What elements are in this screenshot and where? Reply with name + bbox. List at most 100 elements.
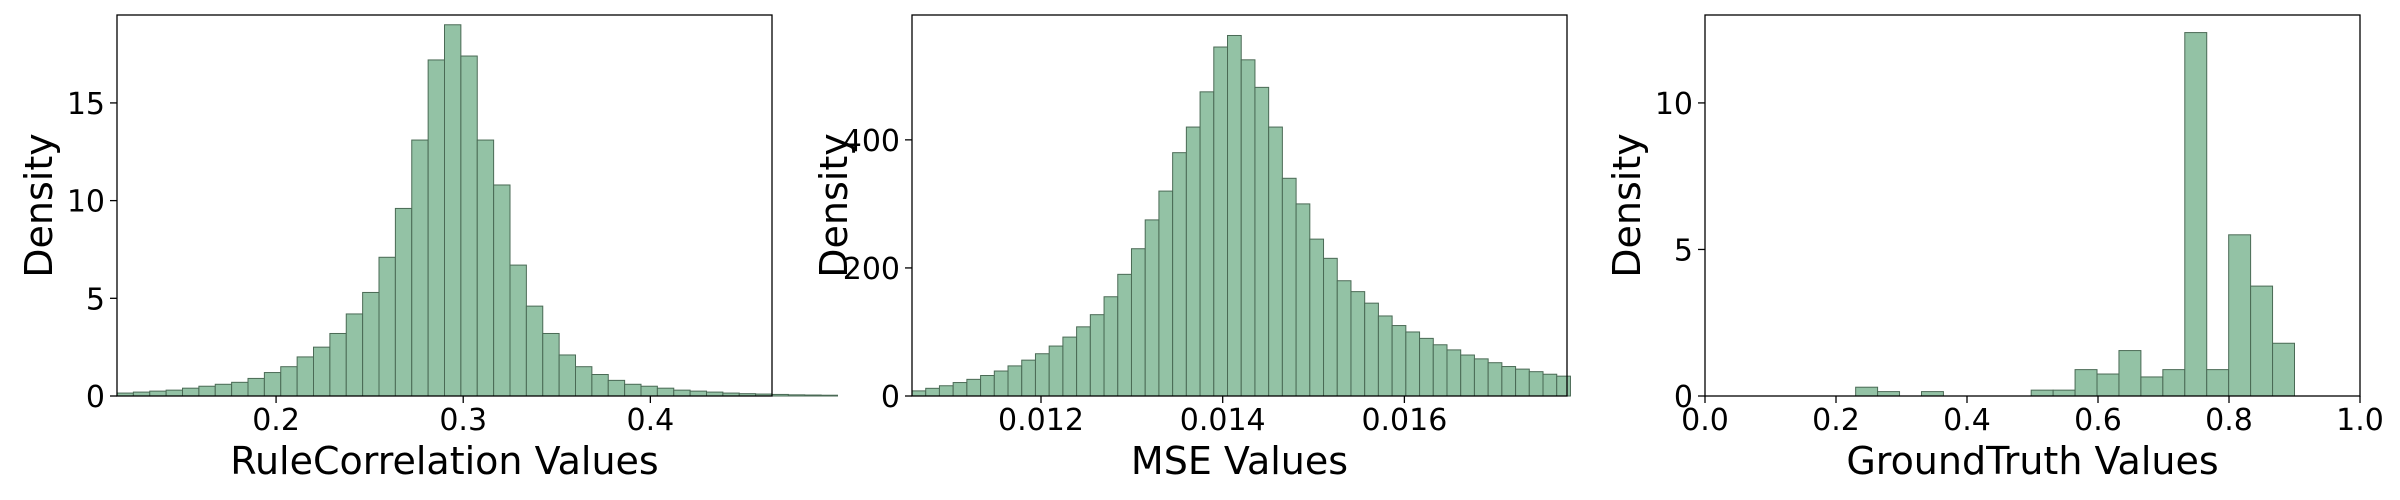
histogram-bar bbox=[1350, 291, 1366, 397]
histogram-bar bbox=[165, 389, 184, 397]
histogram-bar bbox=[444, 24, 462, 397]
histogram-bar bbox=[787, 394, 806, 397]
histogram-bar bbox=[313, 346, 331, 397]
x-tick-label: 0.8 bbox=[2205, 403, 2253, 438]
histogram-bar bbox=[296, 356, 315, 397]
x-axis-label: RuleCorrelation Values bbox=[230, 439, 658, 483]
x-tick-label: 0.2 bbox=[252, 403, 300, 438]
y-tick-label: 0 bbox=[1674, 380, 1693, 415]
histogram-bar bbox=[329, 332, 347, 397]
histogram-bar bbox=[198, 385, 216, 397]
histogram-bar bbox=[771, 393, 789, 397]
y-tick-label: 10 bbox=[67, 185, 105, 220]
x-tick-label: 0.4 bbox=[1943, 403, 1991, 438]
x-tick-label: 0.016 bbox=[1361, 403, 1447, 438]
histogram-bar bbox=[182, 387, 200, 397]
x-axis-label: GroundTruth Values bbox=[1846, 439, 2218, 483]
histogram-bar bbox=[1501, 366, 1517, 397]
histogram-bar bbox=[2162, 369, 2186, 397]
y-tick-label: 5 bbox=[86, 282, 105, 317]
histogram-bar bbox=[1268, 126, 1283, 397]
histogram-bar bbox=[476, 139, 495, 397]
histogram-bar bbox=[1281, 177, 1297, 397]
histogram-bar bbox=[378, 256, 396, 397]
histogram-bar bbox=[966, 378, 982, 397]
histogram-bars bbox=[911, 34, 1571, 397]
histogram-bar bbox=[362, 291, 380, 397]
histogram-bar bbox=[1172, 152, 1187, 397]
histogram-bar bbox=[1405, 331, 1421, 397]
histogram-bar bbox=[1460, 354, 1475, 397]
histogram-bar bbox=[640, 385, 658, 397]
x-axis-label: MSE Values bbox=[1131, 439, 1348, 483]
y-tick-label: 15 bbox=[67, 87, 105, 122]
histogram-bar bbox=[1364, 302, 1379, 397]
histogram-bar bbox=[2030, 389, 2054, 397]
histogram-bar bbox=[1062, 336, 1078, 397]
histogram-bar bbox=[1021, 359, 1036, 397]
plot-frame bbox=[911, 14, 1568, 397]
histogram-bar bbox=[1528, 371, 1544, 397]
histogram-bar bbox=[2096, 373, 2120, 397]
histogram-bar bbox=[1542, 373, 1558, 397]
histogram-bars bbox=[116, 24, 839, 397]
histogram-bar bbox=[1336, 280, 1352, 397]
histogram-bar bbox=[952, 382, 968, 397]
plot-frame bbox=[1704, 14, 2361, 397]
histogram-bar bbox=[1007, 365, 1023, 397]
histogram-bar bbox=[1254, 86, 1270, 397]
histogram-bar bbox=[231, 381, 249, 397]
plot-frame bbox=[116, 14, 773, 397]
histogram-bar bbox=[394, 207, 413, 397]
histogram-bar bbox=[656, 387, 675, 397]
x-tick-label: 0.6 bbox=[2074, 403, 2122, 438]
y-tick-label: 400 bbox=[843, 124, 900, 159]
histogram-bar bbox=[993, 370, 1009, 397]
histogram-bar bbox=[1240, 59, 1256, 397]
histogram-bar bbox=[1323, 257, 1338, 397]
histogram-bar bbox=[263, 372, 282, 397]
x-tick-label: 0.012 bbox=[998, 403, 1084, 438]
y-tick-label: 10 bbox=[1655, 87, 1693, 122]
histogram-bar bbox=[591, 374, 609, 397]
histogram-bar bbox=[1309, 238, 1325, 397]
histogram-bar bbox=[1076, 326, 1091, 397]
histogram-bar bbox=[2140, 376, 2164, 397]
histogram-bar bbox=[247, 377, 265, 397]
histogram-bar bbox=[2272, 342, 2296, 397]
histogram-bar bbox=[1089, 314, 1105, 397]
histogram-bar bbox=[509, 264, 527, 397]
x-tick-label: 0.3 bbox=[439, 403, 487, 438]
histogram-bar bbox=[1185, 126, 1201, 397]
histogram-bar bbox=[1487, 362, 1503, 397]
histogram-bar bbox=[938, 385, 954, 397]
histogram-bar bbox=[525, 305, 544, 397]
histogram-bar bbox=[911, 390, 927, 397]
histogram-bar bbox=[925, 387, 940, 397]
histogram-bar bbox=[1391, 325, 1407, 397]
histogram-bar bbox=[820, 394, 839, 397]
histogram-bar bbox=[1515, 368, 1530, 397]
histogram-bar bbox=[1556, 375, 1571, 397]
x-tick-label: 0.2 bbox=[1812, 403, 1860, 438]
histogram-bar bbox=[1117, 273, 1132, 397]
histogram-bar bbox=[1130, 248, 1146, 397]
histogram-bar bbox=[1855, 386, 1879, 397]
y-tick-label: 0 bbox=[86, 380, 105, 415]
chart-panel: 0.0 0.2 0.4 0.6 0.8 1.0 0 5 10 GroundTruth Values… bbox=[1605, 14, 2384, 483]
histogram-bar bbox=[804, 394, 822, 397]
histogram-bar bbox=[1295, 203, 1311, 397]
histogram-bar bbox=[2074, 369, 2098, 397]
y-tick-label: 0 bbox=[881, 380, 900, 415]
histogram-bar bbox=[411, 139, 429, 397]
histogram-bar bbox=[1048, 345, 1064, 397]
histogram-bars bbox=[1855, 32, 2296, 397]
histogram-bar bbox=[575, 366, 593, 397]
chart-panel: 0.012 0.014 0.016 0 200 400 MSE Values Density bbox=[812, 14, 1571, 483]
histogram-bar bbox=[149, 390, 167, 397]
histogram-bar bbox=[624, 383, 642, 397]
histogram-bar bbox=[427, 59, 446, 397]
histogram-bar bbox=[542, 332, 560, 397]
histogram-bar bbox=[1419, 337, 1434, 397]
histogram-bar bbox=[1213, 46, 1229, 397]
